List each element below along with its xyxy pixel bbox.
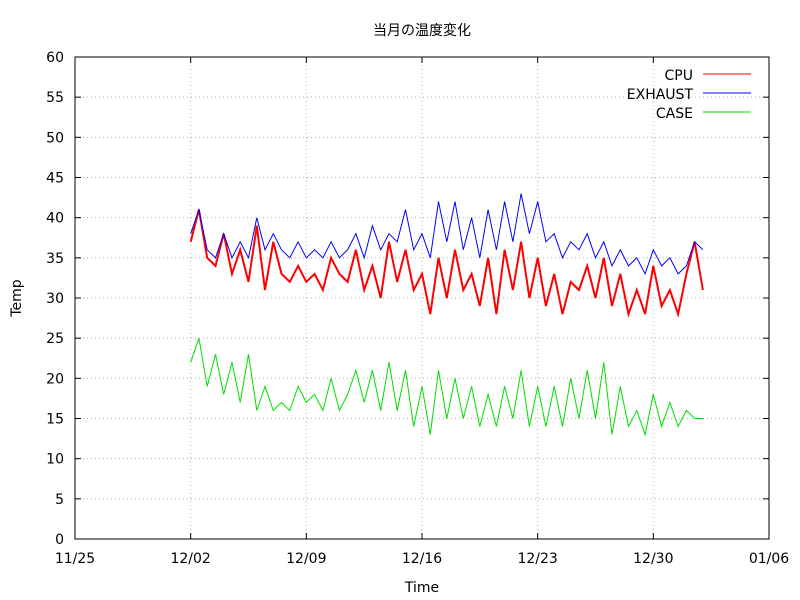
series-line-case xyxy=(190,338,703,437)
series-line-cpu xyxy=(189,209,704,318)
x-tick-label: 01/06 xyxy=(749,551,789,567)
y-tick-label: 30 xyxy=(46,291,64,307)
chart-title: 当月の温度変化 xyxy=(373,22,471,39)
series-group xyxy=(189,193,704,437)
y-tick-label: 25 xyxy=(46,331,64,347)
x-axis: 11/25 12/02 12/09 12/16 12/23 12/30 01/06 xyxy=(55,57,789,567)
x-tick-label: 12/02 xyxy=(170,551,210,567)
x-tick-label: 12/09 xyxy=(286,551,326,567)
x-tick-label: 12/30 xyxy=(633,551,673,567)
x-tick-label: 12/23 xyxy=(517,551,557,567)
y-tick-label: 10 xyxy=(46,452,64,468)
y-tick-label: 50 xyxy=(46,130,64,146)
y-tick-label: 0 xyxy=(55,532,64,548)
y-tick-label: 40 xyxy=(46,211,64,227)
legend-label-case: CASE xyxy=(656,106,693,122)
x-tick-label: 11/25 xyxy=(55,551,95,567)
y-tick-label: 20 xyxy=(46,371,64,387)
x-tick-label: 12/16 xyxy=(402,551,442,567)
y-tick-label: 55 xyxy=(46,90,64,106)
y-tick-label: 45 xyxy=(46,171,64,187)
x-axis-label: Time xyxy=(404,580,439,596)
y-tick-label: 15 xyxy=(46,412,64,428)
legend: CPU EXHAUST CASE xyxy=(627,68,751,122)
grid xyxy=(75,57,769,539)
y-axis-label: Temp xyxy=(9,279,25,317)
y-tick-label: 5 xyxy=(55,492,64,508)
y-tick-label: 60 xyxy=(46,50,64,66)
y-tick-label: 35 xyxy=(46,251,64,267)
y-axis: 0 5 10 15 20 25 30 35 40 45 50 55 60 xyxy=(46,50,769,548)
series-line-exhaust xyxy=(190,193,704,276)
legend-label-exhaust: EXHAUST xyxy=(627,87,694,103)
legend-label-cpu: CPU xyxy=(665,68,693,84)
